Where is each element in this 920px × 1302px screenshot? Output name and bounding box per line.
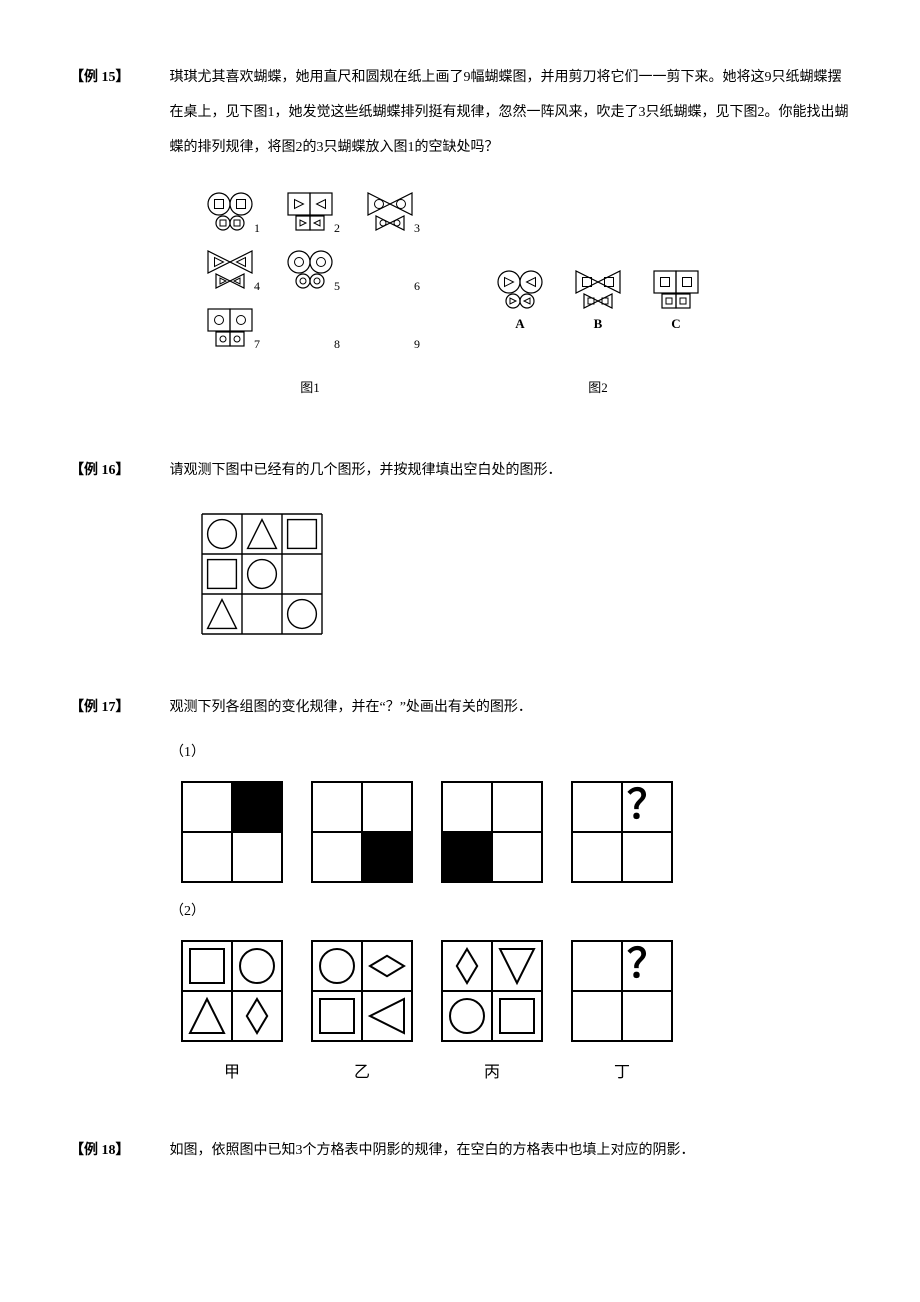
- caption: 丁: [570, 1053, 674, 1093]
- svg-text:5: 5: [334, 279, 340, 293]
- problem-18-text: 如图，依照图中已知3个方格表中阴影的规律，在空白的方格表中也填上对应的阴影．: [170, 1133, 851, 1168]
- problem-17-sub2-captions: 甲乙丙丁: [180, 1053, 850, 1093]
- svg-text:图1: 图1: [300, 380, 320, 395]
- svg-text:C: C: [671, 316, 680, 331]
- caption: 甲: [180, 1053, 284, 1093]
- problem-18: 【例 18】 如图，依照图中已知3个方格表中阴影的规律，在空白的方格表中也填上对…: [70, 1133, 850, 1168]
- problem-17-sub1: ？: [180, 780, 850, 884]
- svg-text:A: A: [515, 316, 525, 331]
- problem-15: 【例 15】 琪琪尤其喜欢蝴蝶，她用直尺和圆规在纸上画了9幅蝴蝶图，并用剪刀将它…: [70, 60, 850, 413]
- problem-16-label: 【例 16】: [70, 453, 130, 488]
- grid-2x2: [310, 780, 414, 884]
- grid-2x2-shapes: [310, 939, 414, 1043]
- svg-text:3: 3: [414, 221, 420, 235]
- svg-text:2: 2: [334, 221, 340, 235]
- problem-18-label: 【例 18】: [70, 1133, 130, 1168]
- caption: 丙: [440, 1053, 544, 1093]
- problem-15-figure: 1 2 3 4 5 6 7 8 9 图1 A B C 图2: [70, 189, 850, 413]
- problem-15-label: 【例 15】: [70, 60, 130, 95]
- svg-text:7: 7: [254, 337, 260, 351]
- svg-text:图2: 图2: [588, 380, 608, 395]
- problem-17-text: 观测下列各组图的变化规律，并在“？”处画出有关的图形．: [170, 690, 851, 725]
- svg-text:4: 4: [254, 279, 260, 293]
- problem-17-sub2: ？: [180, 939, 850, 1043]
- svg-text:？: ？: [627, 782, 667, 827]
- svg-text:9: 9: [414, 337, 420, 351]
- shape-grid: [200, 512, 324, 636]
- problem-17-label: 【例 17】: [70, 690, 130, 725]
- svg-text:B: B: [594, 316, 603, 331]
- butterfly-figure: 1 2 3 4 5 6 7 8 9 图1 A B C 图2: [180, 189, 740, 399]
- sub1-label: （1）: [170, 735, 850, 770]
- problem-16: 【例 16】 请观测下图中已经有的几个图形，并按规律填出空白处的图形．: [70, 453, 850, 650]
- sub2-label: （2）: [170, 894, 850, 929]
- problem-17-head: 【例 17】 观测下列各组图的变化规律，并在“？”处画出有关的图形．: [70, 690, 850, 725]
- problem-15-head: 【例 15】 琪琪尤其喜欢蝴蝶，她用直尺和圆规在纸上画了9幅蝴蝶图，并用剪刀将它…: [70, 60, 850, 165]
- problem-17: 【例 17】 观测下列各组图的变化规律，并在“？”处画出有关的图形． （1） ？…: [70, 690, 850, 1093]
- grid-2x2: [440, 780, 544, 884]
- svg-text:6: 6: [414, 279, 420, 293]
- svg-text:8: 8: [334, 337, 340, 351]
- problem-16-head: 【例 16】 请观测下图中已经有的几个图形，并按规律填出空白处的图形．: [70, 453, 850, 488]
- grid-2x2: [180, 780, 284, 884]
- grid-2x2-shapes: [180, 939, 284, 1043]
- grid-2x2-shapes: [440, 939, 544, 1043]
- problem-18-head: 【例 18】 如图，依照图中已知3个方格表中阴影的规律，在空白的方格表中也填上对…: [70, 1133, 850, 1168]
- problem-15-text: 琪琪尤其喜欢蝴蝶，她用直尺和圆规在纸上画了9幅蝴蝶图，并用剪刀将它们一一剪下来。…: [170, 60, 851, 165]
- grid-2x2-shapes: ？: [570, 939, 674, 1043]
- problem-16-text: 请观测下图中已经有的几个图形，并按规律填出空白处的图形．: [170, 453, 851, 488]
- problem-16-figure: [200, 512, 850, 650]
- svg-text:1: 1: [254, 221, 260, 235]
- caption: 乙: [310, 1053, 414, 1093]
- svg-text:？: ？: [627, 941, 667, 986]
- grid-2x2: ？: [570, 780, 674, 884]
